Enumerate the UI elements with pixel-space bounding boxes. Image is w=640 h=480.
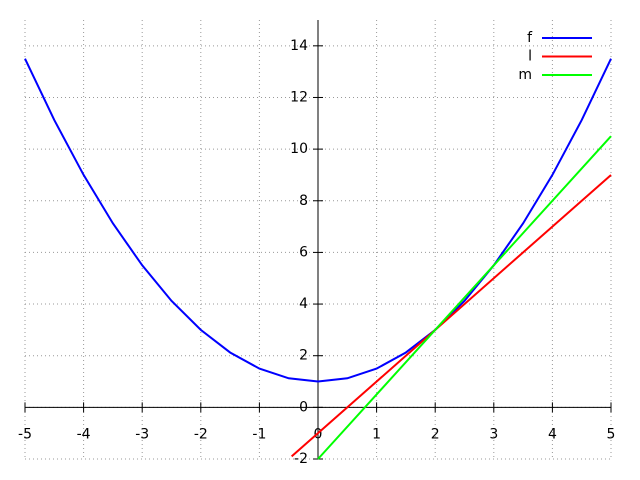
legend-label: m — [518, 67, 532, 83]
y-tick-label: 10 — [290, 141, 308, 157]
legend-label: l — [528, 49, 532, 65]
line-series — [317, 135, 612, 460]
legend-label: f — [527, 30, 533, 46]
x-tick-label: 3 — [489, 426, 498, 442]
x-tick-label: 2 — [431, 426, 440, 442]
x-tick-label: -1 — [252, 426, 266, 442]
y-tick-label: 12 — [290, 89, 308, 105]
x-tick-label: 4 — [548, 426, 557, 442]
line-series — [24, 58, 612, 383]
y-tick-label: 4 — [299, 296, 308, 312]
x-tick-label: -4 — [77, 426, 91, 442]
x-tick-label: 1 — [372, 426, 381, 442]
x-tick-label: -5 — [18, 426, 32, 442]
y-tick-label: -2 — [294, 451, 308, 467]
x-tick-label: 5 — [607, 426, 616, 442]
x-tick-label: -3 — [135, 426, 149, 442]
y-tick-label: 8 — [299, 193, 308, 209]
x-tick-label: -2 — [194, 426, 208, 442]
line-series — [290, 174, 612, 458]
y-tick-label: 2 — [299, 348, 308, 364]
y-tick-label: 6 — [299, 244, 308, 260]
y-tick-label: 14 — [290, 38, 308, 54]
